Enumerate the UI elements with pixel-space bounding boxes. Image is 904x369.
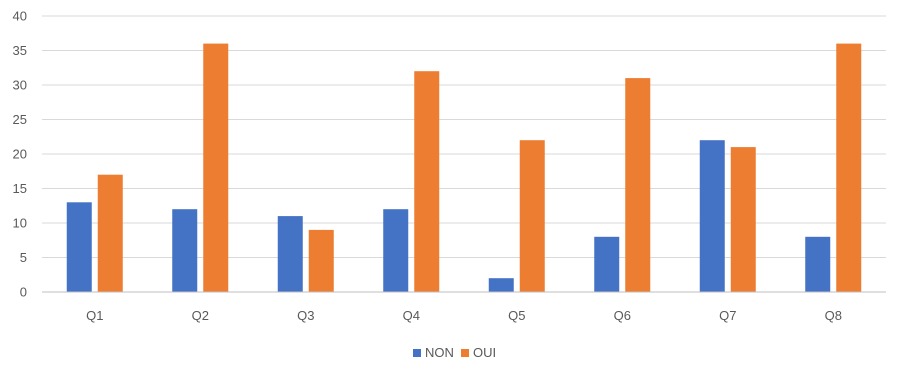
bar-non-q7 <box>699 140 725 292</box>
bar-non-q4 <box>383 209 409 292</box>
bar-oui-q1 <box>97 174 123 292</box>
bar-oui-q8 <box>836 43 862 292</box>
y-axis-tick-labels: 0 5 10 15 20 25 30 35 40 <box>13 9 27 300</box>
bar-oui-q4 <box>414 71 440 292</box>
bar-non-q1 <box>66 202 92 292</box>
bar-oui-q3 <box>308 229 334 292</box>
x-tick-label: Q6 <box>614 308 631 323</box>
x-tick-label: Q3 <box>297 308 314 323</box>
y-tick-label: 40 <box>13 9 27 24</box>
x-tick-label: Q1 <box>86 308 103 323</box>
y-tick-label: 25 <box>13 112 27 127</box>
bar-non-q5 <box>488 278 514 292</box>
x-tick-label: Q8 <box>825 308 842 323</box>
y-tick-label: 5 <box>20 250 27 265</box>
y-tick-label: 10 <box>13 216 27 231</box>
x-tick-label: Q7 <box>719 308 736 323</box>
bar-oui-q5 <box>519 140 545 292</box>
legend-label-non: NON <box>425 345 454 360</box>
x-tick-label: Q5 <box>508 308 525 323</box>
x-tick-label: Q4 <box>403 308 420 323</box>
bar-non-q6 <box>594 236 620 292</box>
legend-label-oui: OUI <box>473 345 496 360</box>
bar-non-q2 <box>172 209 198 292</box>
bar-non-q8 <box>805 236 831 292</box>
bar-oui-q2 <box>203 43 229 292</box>
legend-swatch-non <box>413 349 421 357</box>
y-tick-label: 15 <box>13 181 27 196</box>
gridlines <box>42 15 886 258</box>
bars <box>66 43 862 292</box>
legend: NON OUI <box>413 345 496 360</box>
x-tick-label: Q2 <box>192 308 209 323</box>
legend-swatch-oui <box>461 349 469 357</box>
x-axis-tick-labels: Q1 Q2 Q3 Q4 Q5 Q6 Q7 Q8 <box>86 308 842 323</box>
y-tick-label: 20 <box>13 147 27 162</box>
y-tick-label: 30 <box>13 78 27 93</box>
bar-non-q3 <box>277 216 303 292</box>
bar-oui-q6 <box>625 78 651 292</box>
y-tick-label: 35 <box>13 43 27 58</box>
bar-oui-q7 <box>730 147 756 292</box>
y-tick-label: 0 <box>20 285 27 300</box>
